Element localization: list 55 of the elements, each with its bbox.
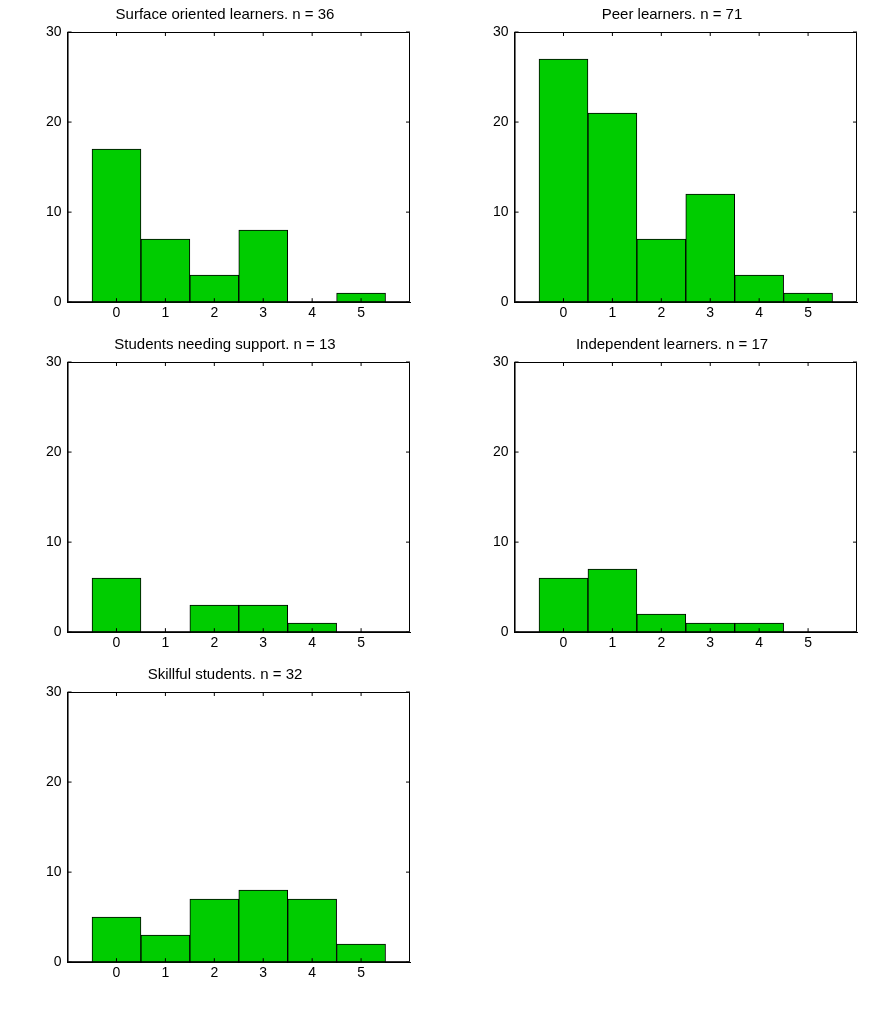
y-tick-label: 20: [45, 442, 62, 459]
y-tick-label: 20: [45, 772, 62, 789]
x-tick-label: 0: [559, 304, 568, 321]
x-tick-label: 2: [210, 634, 219, 651]
x-tick-label: 3: [706, 304, 715, 321]
x-tick-label: 4: [308, 964, 317, 981]
y-tick-label: 30: [45, 22, 62, 39]
y-tick-label: 0: [53, 623, 62, 640]
y-tick-label: 30: [45, 682, 62, 699]
x-tick-label: 0: [112, 964, 121, 981]
y-tick-label: 20: [492, 442, 509, 459]
y-tick-label: 10: [45, 202, 62, 219]
x-tick-label: 5: [804, 304, 813, 321]
y-tick-label: 30: [45, 352, 62, 369]
chart-title: Skillful students. n = 32: [147, 665, 303, 683]
x-tick-label: 2: [657, 304, 666, 321]
y-tick-label: 10: [492, 532, 509, 549]
x-tick-label: 4: [755, 634, 764, 651]
x-tick-label: 5: [357, 634, 366, 651]
x-tick-label: 1: [161, 964, 170, 981]
x-tick-label: 3: [259, 304, 268, 321]
x-tick-label: 1: [608, 634, 617, 651]
y-tick-label: 30: [492, 352, 509, 369]
y-tick-label: 10: [45, 862, 62, 879]
x-tick-label: 5: [357, 304, 366, 321]
y-tick-label: 0: [53, 953, 62, 970]
x-tick-label: 5: [357, 964, 366, 981]
x-tick-label: 3: [259, 634, 268, 651]
x-tick-label: 0: [559, 634, 568, 651]
y-tick-label: 0: [500, 293, 509, 310]
x-tick-label: 3: [706, 634, 715, 651]
y-tick-label: 20: [45, 112, 62, 129]
x-tick-label: 1: [161, 304, 170, 321]
y-tick-label: 20: [492, 112, 509, 129]
x-tick-label: 0: [112, 304, 121, 321]
y-tick-label: 10: [45, 532, 62, 549]
x-tick-label: 2: [210, 304, 219, 321]
x-tick-label: 1: [608, 304, 617, 321]
x-tick-label: 0: [112, 634, 121, 651]
x-tick-label: 2: [657, 634, 666, 651]
x-tick-label: 2: [210, 964, 219, 981]
x-tick-label: 4: [308, 304, 317, 321]
y-tick-label: 0: [500, 623, 509, 640]
x-tick-label: 4: [755, 304, 764, 321]
x-tick-label: 3: [259, 964, 268, 981]
chart-title: Students needing support. n = 13: [114, 335, 336, 353]
y-tick-label: 30: [492, 22, 509, 39]
y-tick-label: 10: [492, 202, 509, 219]
x-tick-label: 5: [804, 634, 813, 651]
y-tick-label: 0: [53, 293, 62, 310]
x-tick-label: 1: [161, 634, 170, 651]
chart-title: Peer learners. n = 71: [601, 5, 743, 23]
x-tick-label: 4: [308, 634, 317, 651]
chart-title: Independent learners. n = 17: [575, 335, 769, 353]
chart-title: Surface oriented learners. n = 36: [115, 5, 335, 23]
